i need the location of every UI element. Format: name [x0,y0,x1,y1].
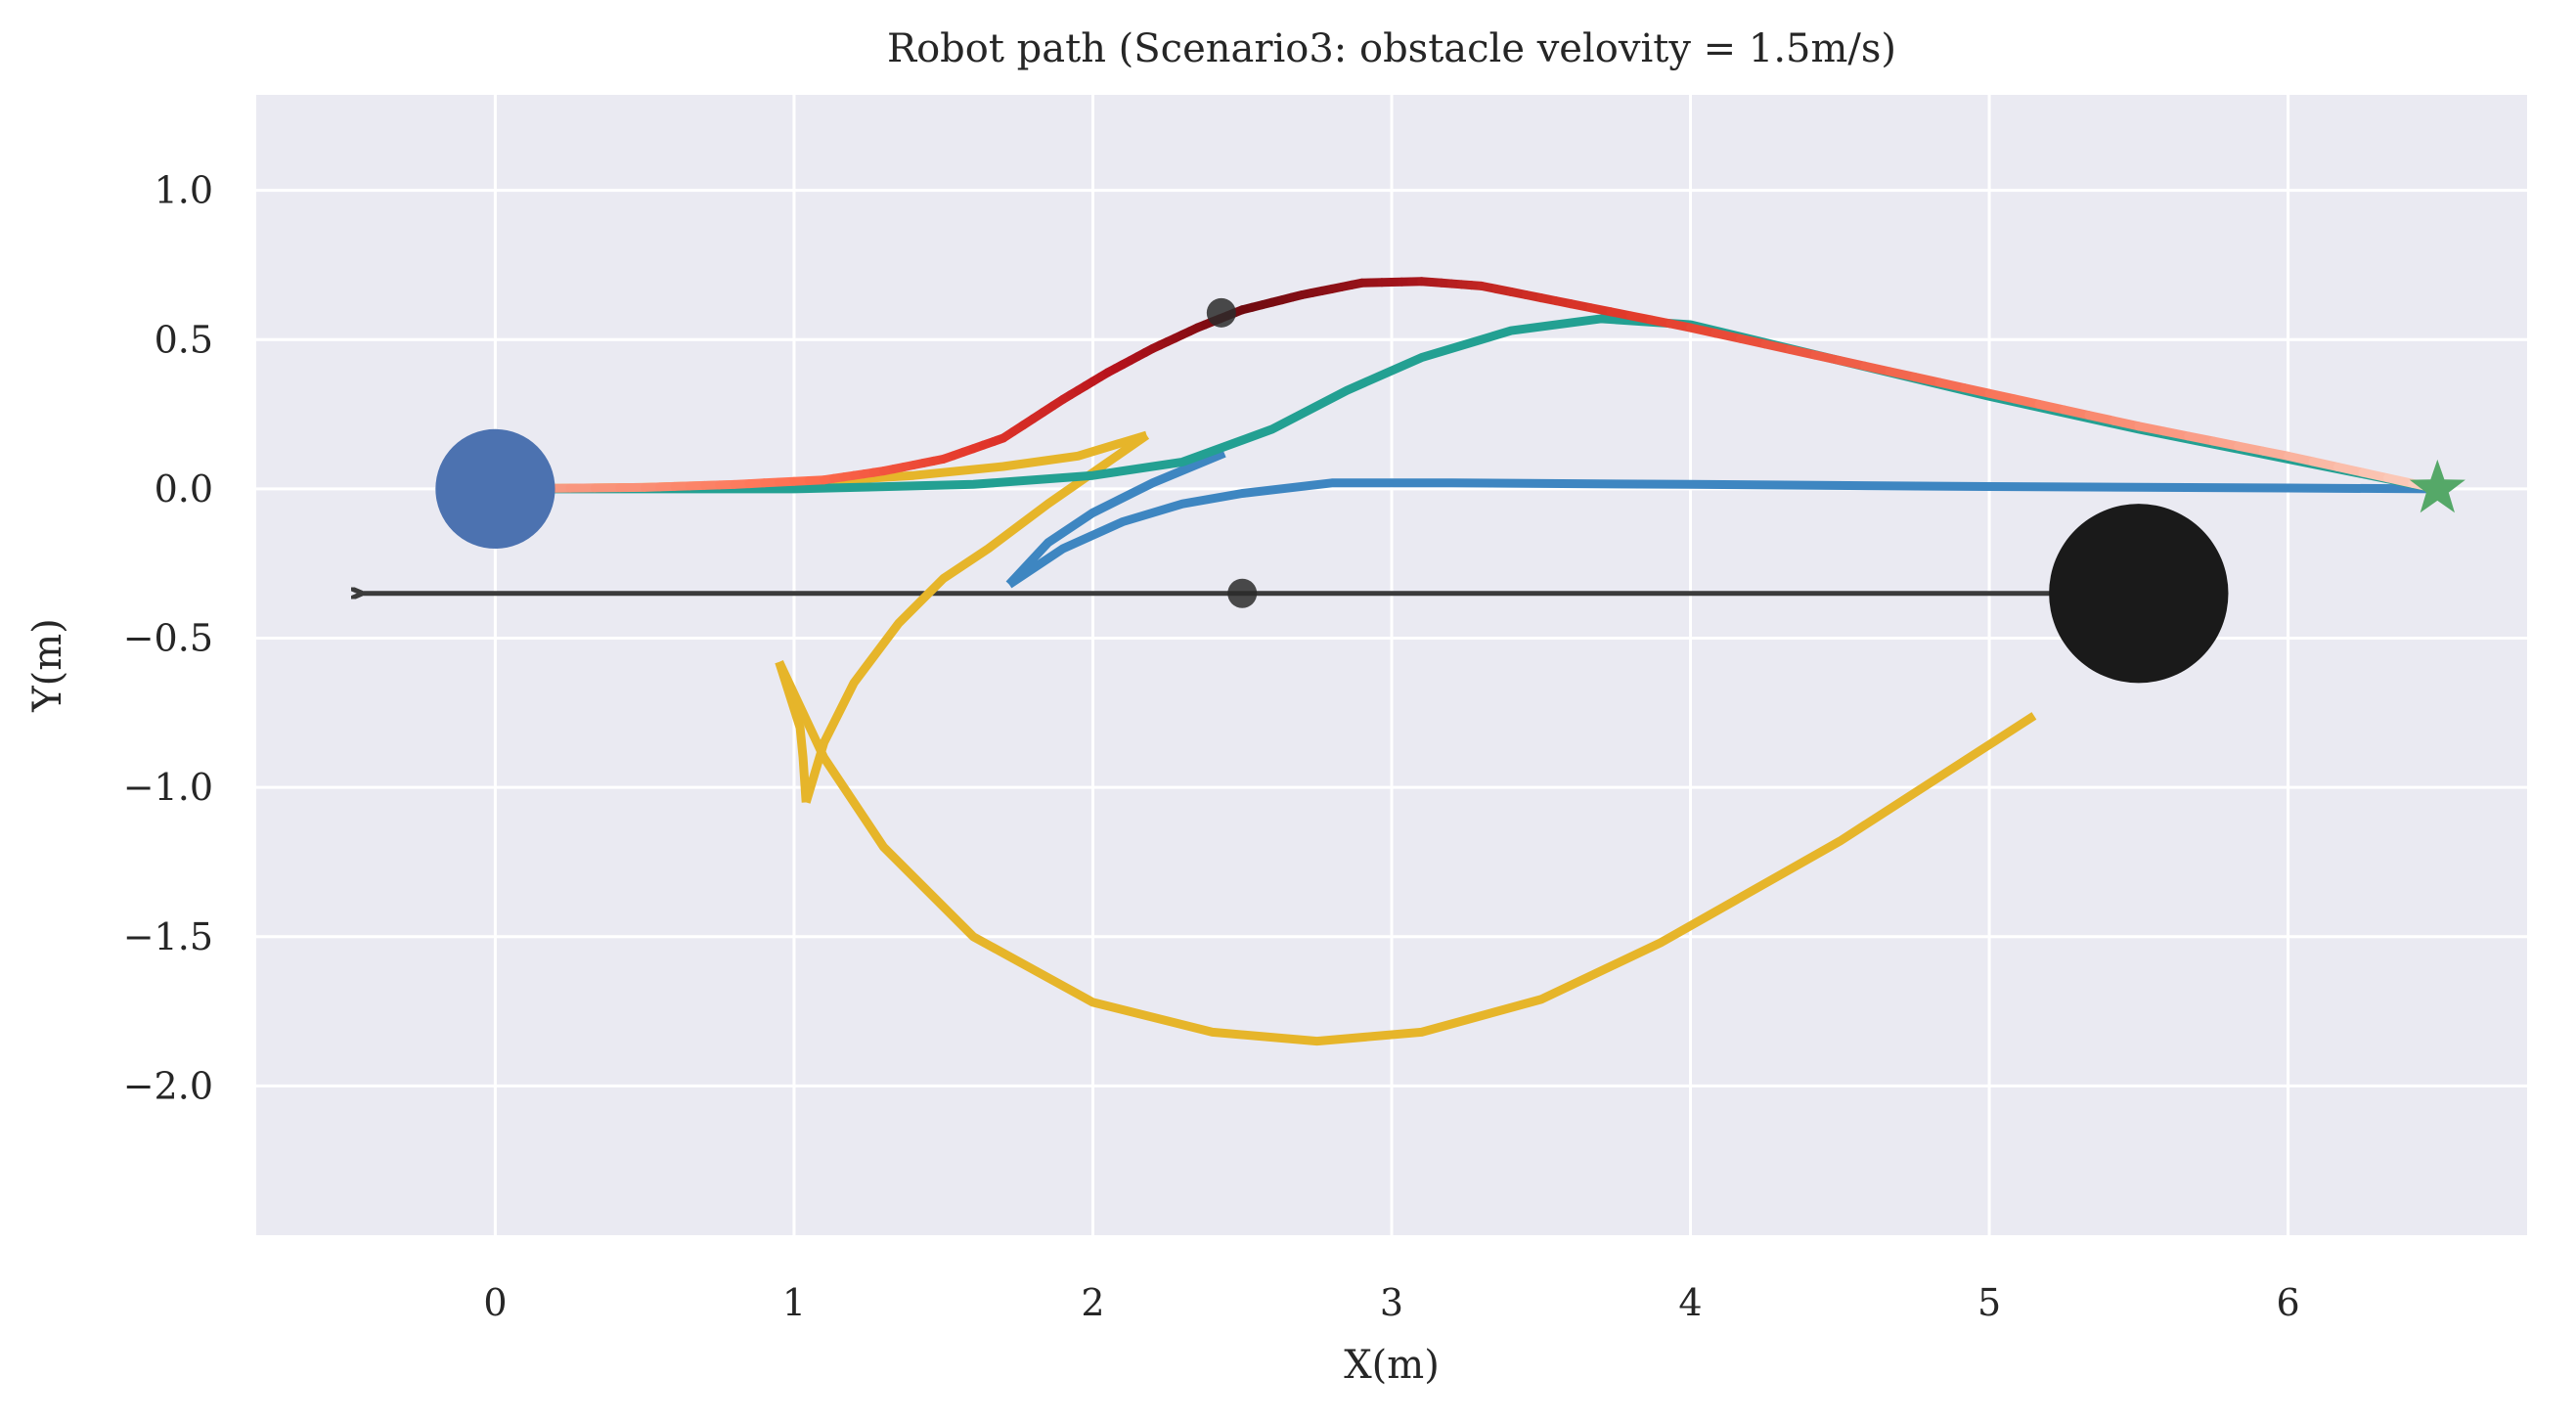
x-tick-label: 4 [1678,1281,1702,1324]
position-marker [1227,579,1257,608]
y-tick-label: 1.0 [155,169,213,212]
obstacle-circle [2049,504,2228,683]
y-axis-label: Y(m) [25,618,70,713]
x-axis-label: X(m) [1344,1343,1440,1388]
x-tick-label: 2 [1081,1281,1104,1324]
x-tick-label: 0 [483,1281,507,1324]
x-tick-label: 3 [1380,1281,1403,1324]
y-tick-label: −1.5 [123,915,213,958]
x-tick-label: 6 [2276,1281,2299,1324]
x-tick-label: 5 [1977,1281,2001,1324]
y-tick-label: −2.0 [123,1064,213,1107]
position-marker [1207,298,1236,328]
y-tick-label: 0.0 [155,467,213,511]
chart-title: Robot path (Scenario3: obstacle velovity… [887,26,1896,71]
x-tick-label: 1 [782,1281,806,1324]
y-tick-label: −0.5 [123,617,213,660]
robot-start-circle [435,429,555,549]
y-tick-label: 0.5 [155,318,213,361]
y-tick-label: −1.0 [123,766,213,809]
